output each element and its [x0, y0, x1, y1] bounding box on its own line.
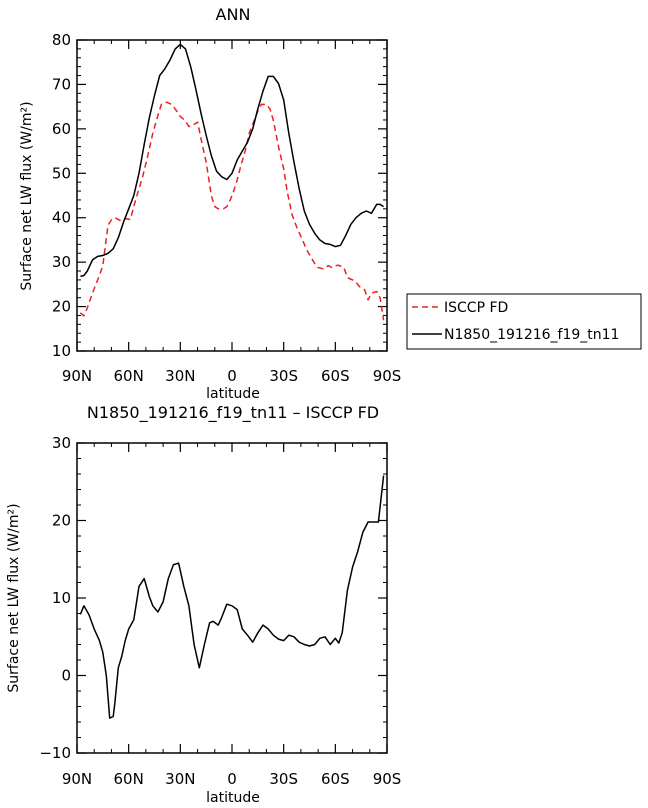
top-x-axis-title: latitude — [206, 386, 260, 402]
bottom-y-tick-labels: −10 0 10 20 30 — [39, 434, 71, 762]
top-x-tick-labels: 90N 60N 30N 0 30S 60S 90S — [62, 367, 401, 385]
bottom-y-tick-label: −10 — [39, 744, 71, 762]
bottom-x-tick-label: 90N — [62, 770, 92, 788]
top-y-tick-label: 30 — [52, 253, 71, 271]
top-x-tick-label: 90S — [373, 367, 402, 385]
bottom-chart-title: N1850_191216_f19_tn11 – ISCCP FD — [87, 403, 379, 423]
top-chart: ANN 90N 60N 30N 0 30S 60S 90S 10 20 30 40 50 60 70 80… — [19, 5, 642, 402]
top-y-tick-label: 80 — [52, 31, 71, 49]
bottom-x-tick-label: 60N — [114, 770, 144, 788]
top-y-tick-label: 10 — [52, 342, 71, 360]
bottom-x-tick-label: 90S — [373, 770, 402, 788]
legend-box — [406, 293, 642, 350]
bottom-y-tick-label: 0 — [61, 667, 71, 685]
top-y-tick-label: 40 — [52, 209, 71, 227]
top-chart-title: ANN — [216, 5, 251, 24]
bottom-plot-frame — [76, 442, 388, 754]
bottom-x-axis-title: latitude — [206, 790, 260, 806]
top-x-tick-label: 0 — [227, 367, 237, 385]
bottom-y-axis-title: Surface net LW flux (W/m²) — [6, 503, 22, 692]
bottom-series-lines — [79, 475, 385, 719]
bottom-x-tick-label: 30S — [269, 770, 298, 788]
top-x-tick-label: 90N — [62, 367, 92, 385]
bottom-chart: N1850_191216_f19_tn11 – ISCCP FD 90N 60N 3… — [6, 403, 401, 806]
bottom-x-tick-labels: 90N 60N 30N 0 30S 60S 90S — [62, 770, 401, 788]
legend-label-isccp: ISCCP FD — [444, 300, 508, 316]
legend-label-model: N1850_191216_f19_tn11 — [444, 327, 619, 343]
top-ticks — [76, 39, 388, 352]
top-y-tick-labels: 10 20 30 40 50 60 70 80 — [52, 31, 71, 360]
top-x-tick-label: 60S — [321, 367, 350, 385]
bottom-x-tick-label: 60S — [321, 770, 350, 788]
top-series-line-isccp-fd — [79, 101, 385, 321]
top-y-tick-label: 50 — [52, 164, 71, 182]
top-x-tick-label: 30N — [165, 367, 195, 385]
legend: ISCCP FD N1850_191216_f19_tn11 — [406, 293, 642, 350]
top-y-tick-label: 20 — [52, 298, 71, 316]
bottom-y-tick-label: 10 — [52, 589, 71, 607]
bottom-y-tick-label: 30 — [52, 434, 71, 452]
top-y-tick-label: 70 — [52, 75, 71, 93]
top-series-line-n1850-191216-f19-tn11 — [80, 43, 384, 278]
bottom-x-tick-label: 30N — [165, 770, 195, 788]
top-plot-frame — [76, 39, 388, 352]
top-y-tick-label: 60 — [52, 120, 71, 138]
bottom-series-line-difference — [79, 475, 385, 719]
bottom-ticks — [76, 442, 388, 754]
top-y-axis-title: Surface net LW flux (W/m²) — [19, 101, 35, 290]
bottom-x-tick-label: 0 — [227, 770, 237, 788]
top-series-lines — [79, 43, 385, 321]
bottom-y-tick-label: 20 — [52, 512, 71, 530]
top-x-tick-label: 30S — [269, 367, 298, 385]
top-x-tick-label: 60N — [114, 367, 144, 385]
top-chart-gridless-area: 90N 60N 30N 0 30S 60S 90S 10 20 30 40 50 60 70 80 — [52, 31, 401, 385]
